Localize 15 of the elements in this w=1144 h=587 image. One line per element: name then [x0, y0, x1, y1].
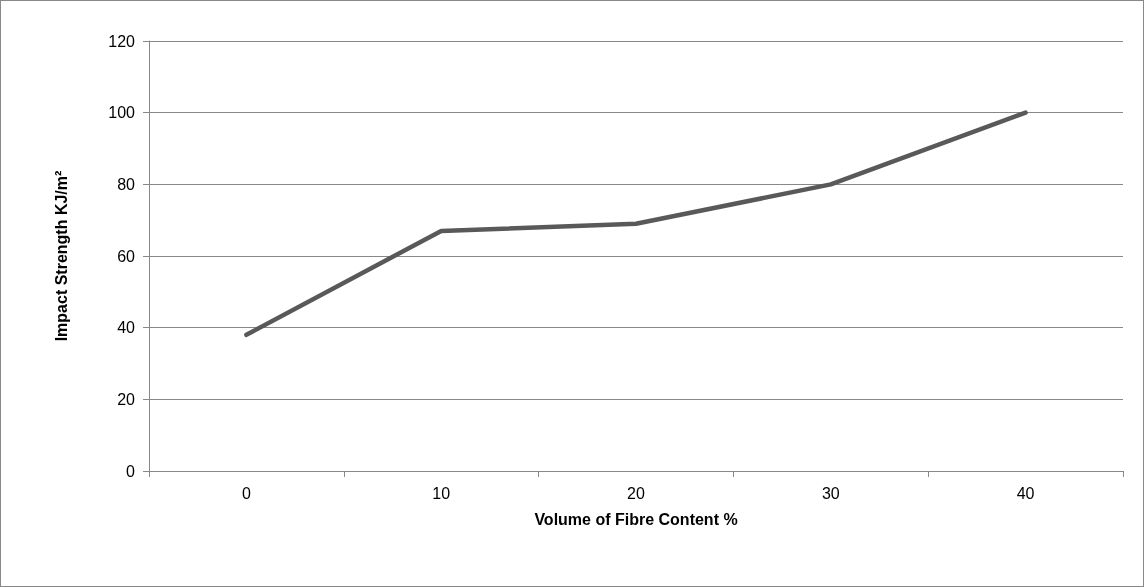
x-tick-label: 10 [432, 484, 451, 502]
y-tick-label: 60 [117, 247, 136, 265]
y-tick-label: 0 [126, 462, 136, 480]
x-tick-label: 0 [241, 484, 251, 502]
y-tick-label: 20 [117, 390, 136, 408]
x-tick-label: 40 [1016, 484, 1035, 502]
y-tick-label: 80 [117, 175, 136, 193]
x-axis-title: Volume of Fibre Content % [534, 510, 738, 528]
x-tick-label: 30 [821, 484, 840, 502]
y-tick-label: 100 [108, 104, 136, 122]
y-axis-title: Impact Strength KJ/m² [52, 170, 70, 342]
x-tick-label: 20 [627, 484, 645, 502]
y-tick-label: 40 [117, 319, 136, 337]
y-tick-label: 120 [108, 32, 136, 50]
line-series [244, 110, 1028, 338]
